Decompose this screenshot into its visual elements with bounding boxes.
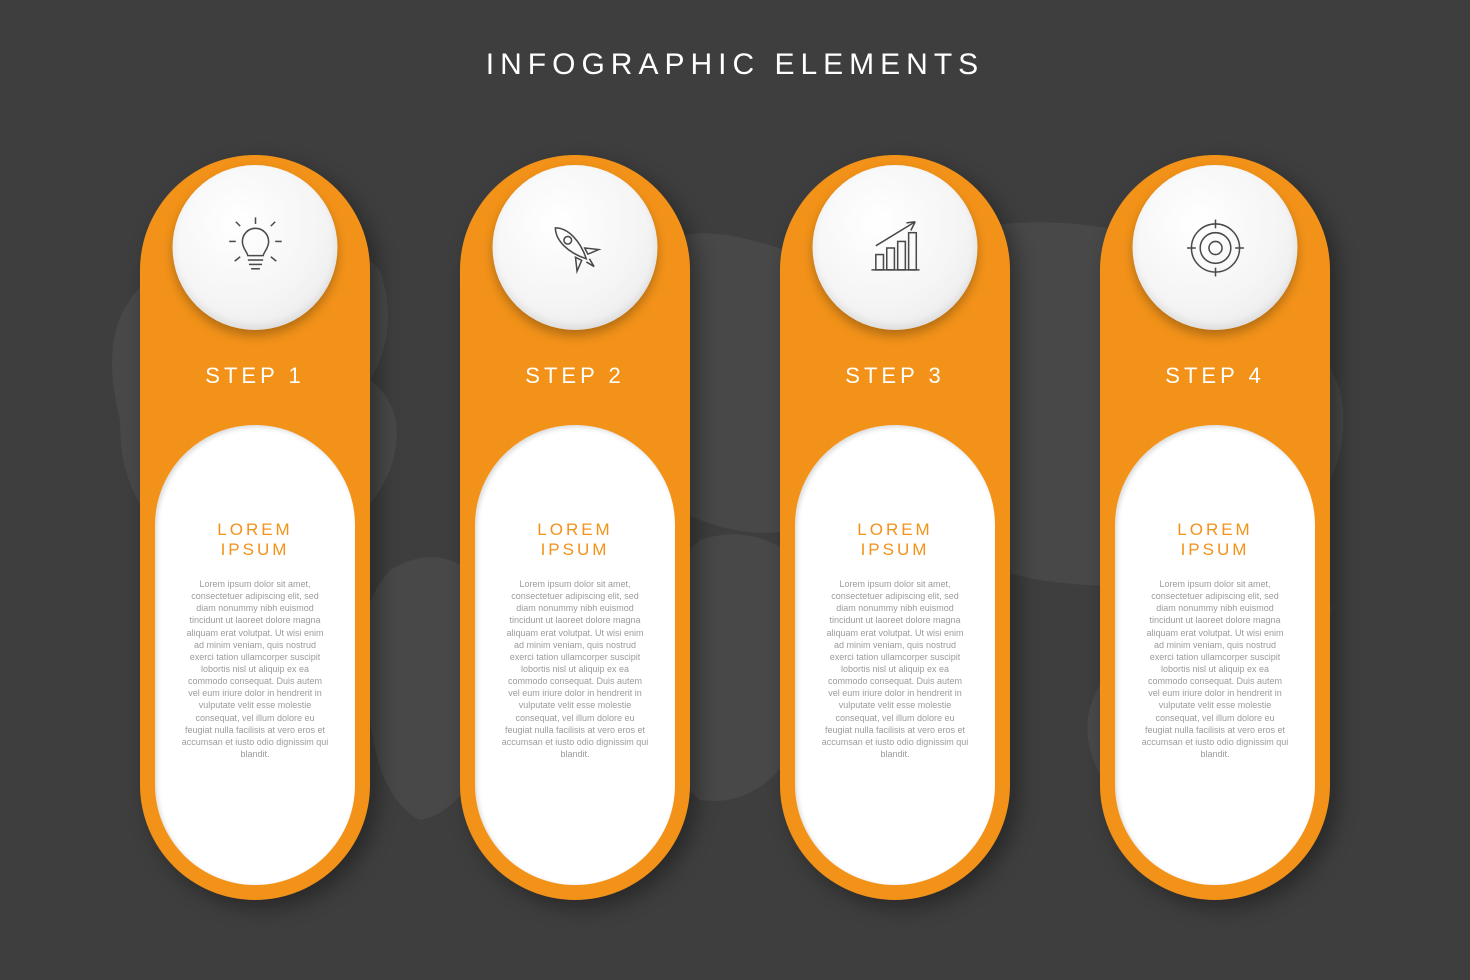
step-card-3: STEP 3 LOREM IPSUM Lorem ipsum dolor sit…: [780, 155, 1010, 900]
card-body-title: LOREM IPSUM: [1141, 520, 1289, 560]
step-label: STEP 1: [140, 363, 370, 389]
card-inner-panel: LOREM IPSUM Lorem ipsum dolor sit amet, …: [475, 425, 675, 885]
icon-disc: [493, 165, 658, 330]
card-body-text: Lorem ipsum dolor sit amet, consectetuer…: [821, 578, 969, 760]
lightbulb-icon: [220, 213, 290, 283]
infographic-canvas: INFOGRAPHIC ELEMENTS: [0, 0, 1470, 980]
card-inner-panel: LOREM IPSUM Lorem ipsum dolor sit amet, …: [795, 425, 995, 885]
icon-disc: [1133, 165, 1298, 330]
card-body-title: LOREM IPSUM: [181, 520, 329, 560]
card-inner-panel: LOREM IPSUM Lorem ipsum dolor sit amet, …: [1115, 425, 1315, 885]
bar-chart-icon: [860, 213, 930, 283]
step-card-2: STEP 2 LOREM IPSUM Lorem ipsum dolor sit…: [460, 155, 690, 900]
card-body-text: Lorem ipsum dolor sit amet, consectetuer…: [1141, 578, 1289, 760]
target-icon: [1180, 213, 1250, 283]
icon-disc: [173, 165, 338, 330]
icon-disc: [813, 165, 978, 330]
rocket-icon: [540, 213, 610, 283]
card-body-title: LOREM IPSUM: [501, 520, 649, 560]
cards-row: STEP 1 LOREM IPSUM Lorem ipsum dolor sit…: [0, 155, 1470, 900]
card-body-text: Lorem ipsum dolor sit amet, consectetuer…: [501, 578, 649, 760]
step-label: STEP 3: [780, 363, 1010, 389]
main-title: INFOGRAPHIC ELEMENTS: [0, 48, 1470, 82]
step-card-1: STEP 1 LOREM IPSUM Lorem ipsum dolor sit…: [140, 155, 370, 900]
step-label: STEP 4: [1100, 363, 1330, 389]
card-inner-panel: LOREM IPSUM Lorem ipsum dolor sit amet, …: [155, 425, 355, 885]
card-body-title: LOREM IPSUM: [821, 520, 969, 560]
step-card-4: STEP 4 LOREM IPSUM Lorem ipsum dolor sit…: [1100, 155, 1330, 900]
step-label: STEP 2: [460, 363, 690, 389]
card-body-text: Lorem ipsum dolor sit amet, consectetuer…: [181, 578, 329, 760]
